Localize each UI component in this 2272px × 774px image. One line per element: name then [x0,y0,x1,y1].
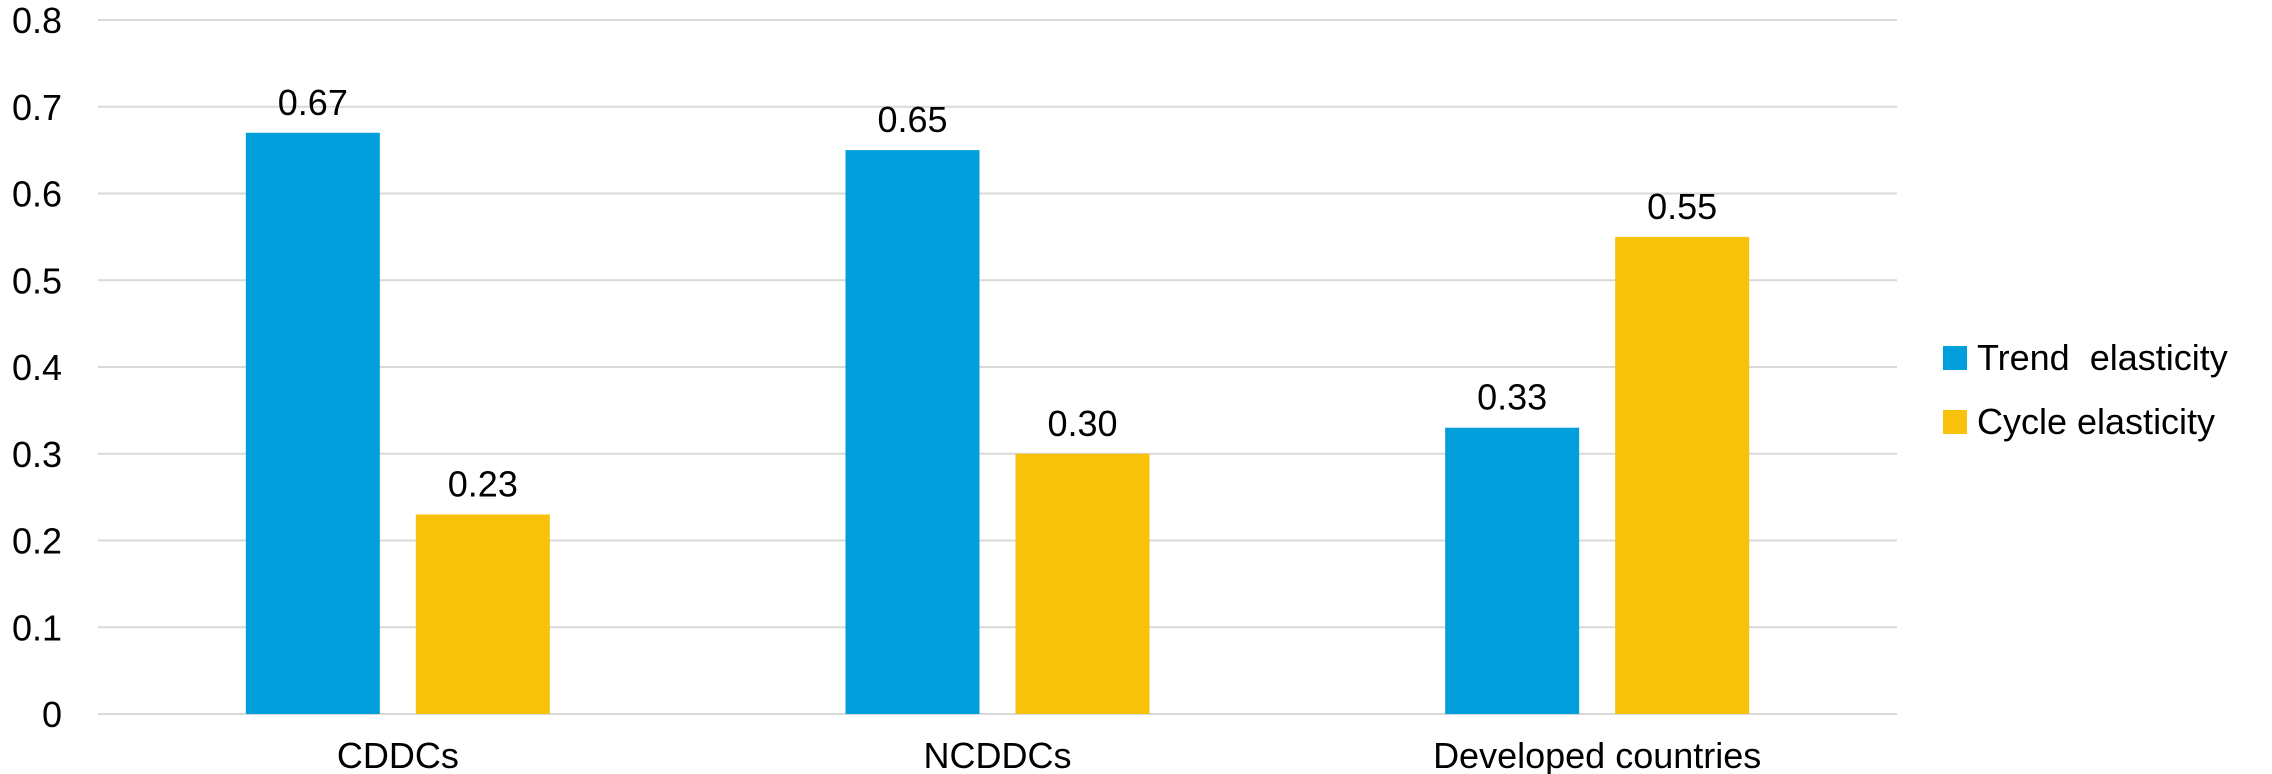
x-axis-category-labels: CDDCs NCDDCs Developed countries [337,735,1761,774]
legend-swatch [1943,410,1967,434]
x-category-label: CDDCs [337,735,459,774]
bar-trend-1 [845,150,980,714]
y-tick-label: 0.2 [12,521,62,562]
x-category-label: Developed countries [1433,735,1761,774]
bar-trend-0 [245,132,380,714]
bar-cycle-0 [415,514,550,714]
y-tick-label: 0.3 [12,434,62,475]
legend-swatch [1943,346,1967,370]
data-label: 0.55 [1647,186,1717,227]
y-tick-label: 0.1 [12,607,62,648]
data-label: 0.23 [448,463,518,504]
data-label: 0.33 [1477,377,1547,418]
bar-cycle-1 [1015,453,1150,714]
y-axis-tick-labels: 0 0.1 0.2 0.3 0.4 0.5 0.6 0.7 0.8 [12,0,62,735]
data-label: 0.65 [877,99,947,140]
y-tick-label: 0.5 [12,260,62,301]
legend-label: Cycle elasticity [1977,401,2215,442]
bar-cycle-2 [1615,236,1750,714]
gridlines [98,19,1897,715]
x-category-label: NCDDCs [924,735,1072,774]
legend-label: Trend elasticity [1977,337,2228,378]
data-labels: 0.67 0.23 0.65 0.30 0.33 0.55 [278,82,1717,505]
y-tick-label: 0.4 [12,347,62,388]
y-tick-label: 0.6 [12,174,62,215]
bars [245,132,1750,714]
data-label: 0.30 [1047,403,1117,444]
y-tick-label: 0.7 [12,87,62,128]
bar-trend-2 [1445,427,1580,714]
y-tick-label: 0 [42,694,62,735]
data-label: 0.67 [278,82,348,123]
y-tick-label: 0.8 [12,0,62,41]
legend: Trend elasticity Cycle elasticity [1943,337,2228,442]
